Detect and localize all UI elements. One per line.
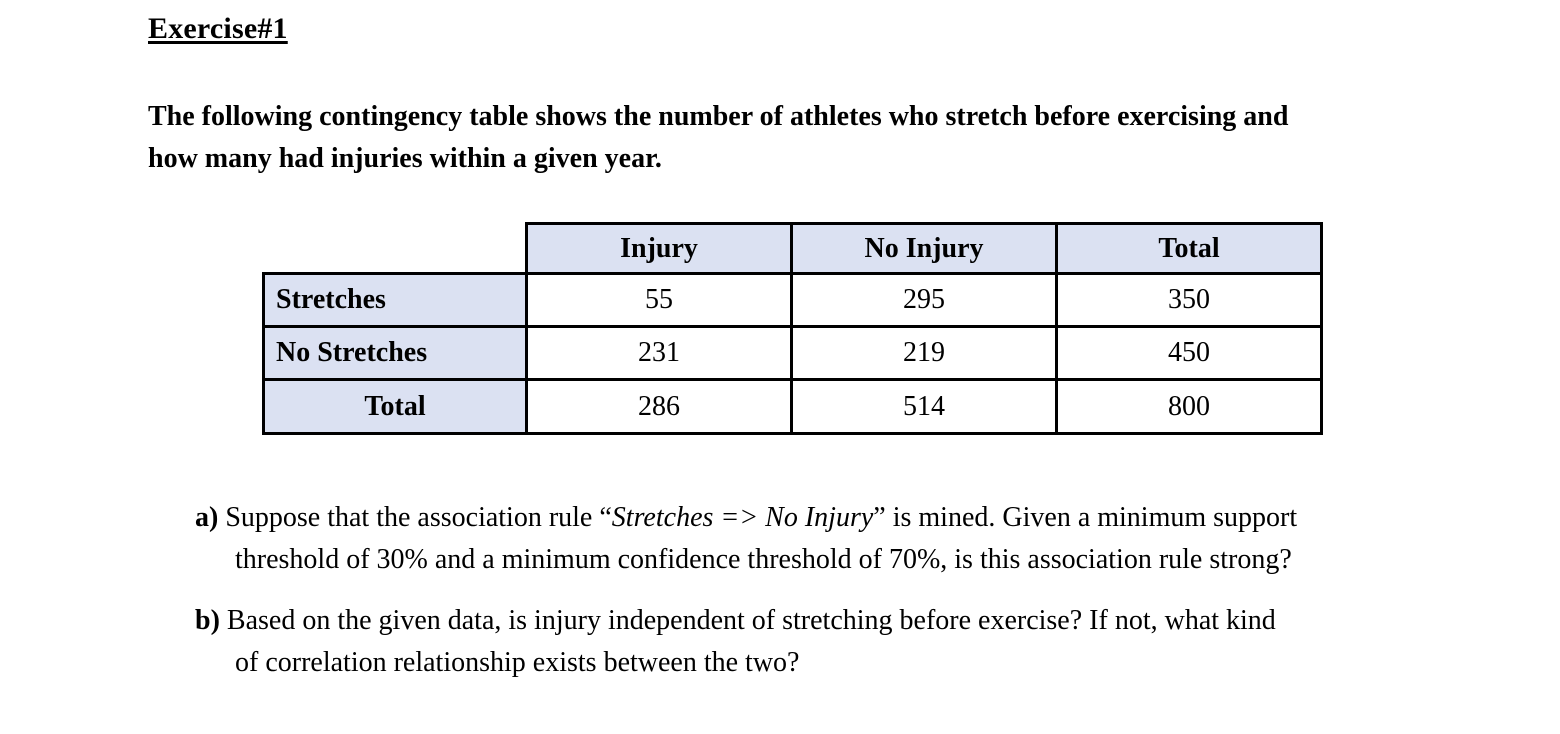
table-header-row: Injury No Injury Total [264, 222, 1323, 275]
table-row: No Stretches 231 219 450 [262, 325, 1323, 381]
intro-line-2: how many had injuries within a given yea… [148, 143, 662, 174]
column-header-total: Total [1055, 222, 1323, 275]
question-b: b) Based on the given data, is injury in… [195, 600, 1450, 684]
row-label-no-stretches: No Stretches [262, 325, 528, 381]
intro-paragraph: The following contingency table shows th… [148, 96, 1478, 180]
cell-no-stretches-total: 450 [1055, 325, 1323, 381]
cell-total-injury: 286 [525, 378, 793, 435]
cell-stretches-no-injury: 295 [790, 272, 1058, 328]
column-header-no-injury: No Injury [790, 222, 1058, 275]
cell-no-stretches-no-injury: 219 [790, 325, 1058, 381]
question-a-line-2: threshold of 30% and a minimum confidenc… [235, 544, 1292, 575]
table-row: Total 286 514 800 [262, 378, 1323, 435]
question-b-text: Based on the given data, is injury indep… [226, 605, 1276, 636]
contingency-table: Injury No Injury Total Stretches 55 295 … [262, 222, 1323, 435]
question-a: a) Suppose that the association rule “St… [195, 497, 1450, 581]
question-a-text-pre: Suppose that the association rule “ [225, 502, 612, 533]
table-row: Stretches 55 295 350 [262, 272, 1323, 328]
cell-no-stretches-injury: 231 [525, 325, 793, 381]
row-label-total: Total [262, 378, 528, 435]
question-b-line-2: of correlation relationship exists betwe… [235, 647, 800, 678]
cell-stretches-total: 350 [1055, 272, 1323, 328]
question-b-line-1: b) Based on the given data, is injury in… [195, 605, 1276, 636]
row-label-stretches: Stretches [262, 272, 528, 328]
exercise-title: Exercise#1 [148, 12, 288, 45]
intro-line-1: The following contingency table shows th… [148, 101, 1289, 132]
question-a-text-post: ” is mined. Given a minimum support [873, 502, 1298, 533]
cell-total-total: 800 [1055, 378, 1323, 435]
cell-stretches-injury: 55 [525, 272, 793, 328]
question-b-label: b) [195, 605, 220, 636]
question-a-label: a) [195, 502, 219, 533]
column-header-injury: Injury [525, 222, 793, 275]
table-corner-cell [264, 224, 527, 274]
question-a-rule-italic: Stretches => No Injury [611, 502, 874, 533]
cell-total-no-injury: 514 [790, 378, 1058, 435]
question-a-line-1: a) Suppose that the association rule “St… [195, 502, 1297, 533]
questions-section: a) Suppose that the association rule “St… [195, 497, 1450, 703]
